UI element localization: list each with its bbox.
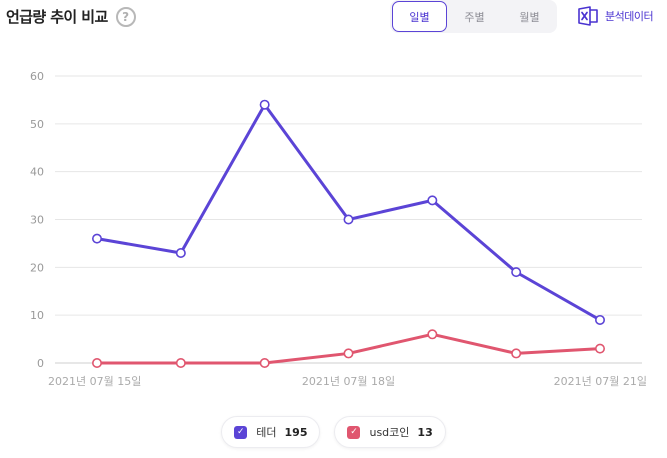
x-tick-label: 2021년 07월 15일: [48, 374, 141, 388]
y-axis-ticks: 0 10 20 30 40 50 60: [30, 70, 44, 370]
data-point: [259, 99, 270, 110]
x-tick-label: 2021년 07월 18일: [302, 374, 395, 388]
data-point: [594, 314, 605, 325]
y-tick-label: 0: [37, 357, 44, 370]
tab-weekly[interactable]: 주별: [464, 10, 485, 24]
x-axis-ticks: 2021년 07월 15일 2021년 07월 18일 2021년 07월 21일: [48, 374, 647, 388]
y-tick-label: 10: [30, 309, 44, 322]
data-point: [259, 357, 270, 368]
y-tick-label: 20: [30, 261, 44, 274]
line-chart: 0 10 20 30 40 50 60 2021년 07월 15일 2021년 07월 18일…: [30, 70, 647, 388]
legend-item-usdc[interactable]: ✓ usd코인 13: [334, 416, 446, 448]
data-point: [511, 267, 522, 278]
export-data-button[interactable]: 분석데이터: [578, 6, 654, 26]
data-point: [427, 195, 438, 206]
data-point: [92, 233, 103, 244]
data-point: [594, 343, 605, 354]
excel-icon: [578, 6, 598, 26]
legend-label: usd코인: [369, 426, 410, 439]
y-tick-label: 30: [30, 214, 44, 227]
help-icon[interactable]: ?: [115, 6, 136, 27]
data-point: [343, 214, 354, 225]
tab-daily[interactable]: 일별: [392, 1, 447, 32]
data-point: [427, 329, 438, 340]
data-point: [343, 348, 354, 359]
x-tick-label: 2021년 07월 21일: [554, 374, 647, 388]
checkbox-icon[interactable]: ✓: [347, 425, 361, 439]
y-tick-label: 40: [30, 166, 44, 179]
data-point: [511, 348, 522, 359]
checkbox-icon[interactable]: ✓: [234, 425, 248, 439]
tab-monthly[interactable]: 월별: [519, 10, 540, 24]
series-lines: [95, 103, 602, 365]
chart-header: 언급량 추이 비교 ?: [6, 6, 136, 27]
period-toggle: 일별 주별 월별: [390, 0, 557, 33]
data-point: [175, 247, 186, 258]
data-point: [92, 357, 103, 368]
data-point: [175, 357, 186, 368]
legend-count: 195: [284, 425, 308, 439]
legend-count: 13: [417, 425, 433, 439]
y-tick-label: 50: [30, 118, 44, 131]
page-title: 언급량 추이 비교: [6, 8, 108, 26]
series-line-0: [95, 103, 602, 322]
y-tick-label: 60: [30, 70, 44, 83]
series-points: [92, 99, 605, 368]
chart-legend: ✓ 테더 195 ✓ usd코인 13: [0, 416, 667, 448]
legend-label: 테더: [256, 426, 277, 439]
export-label: 분석데이터: [605, 10, 654, 23]
legend-item-tether[interactable]: ✓ 테더 195: [221, 416, 321, 448]
